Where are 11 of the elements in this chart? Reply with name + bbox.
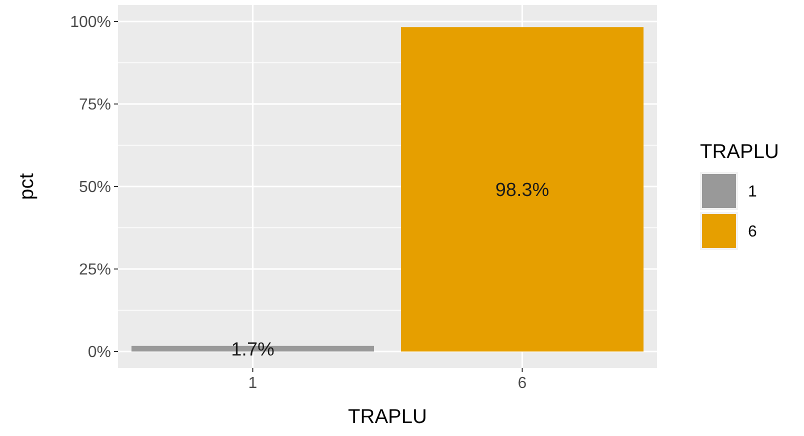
y-tick-label: 25% xyxy=(78,262,111,279)
y-tick-label: 50% xyxy=(78,179,111,196)
y-axis-title: pct xyxy=(16,172,38,200)
legend-label: 1 xyxy=(748,184,757,201)
y-tick-label: 0% xyxy=(88,344,111,362)
y-tick-label: 100% xyxy=(70,14,111,32)
data-label: 98.3% xyxy=(495,180,550,201)
legend-title: TRAPLU xyxy=(700,141,779,163)
x-axis-title: TRAPLU xyxy=(348,406,427,428)
legend-label: 6 xyxy=(748,224,757,241)
y-tick-label: 75% xyxy=(78,96,111,114)
